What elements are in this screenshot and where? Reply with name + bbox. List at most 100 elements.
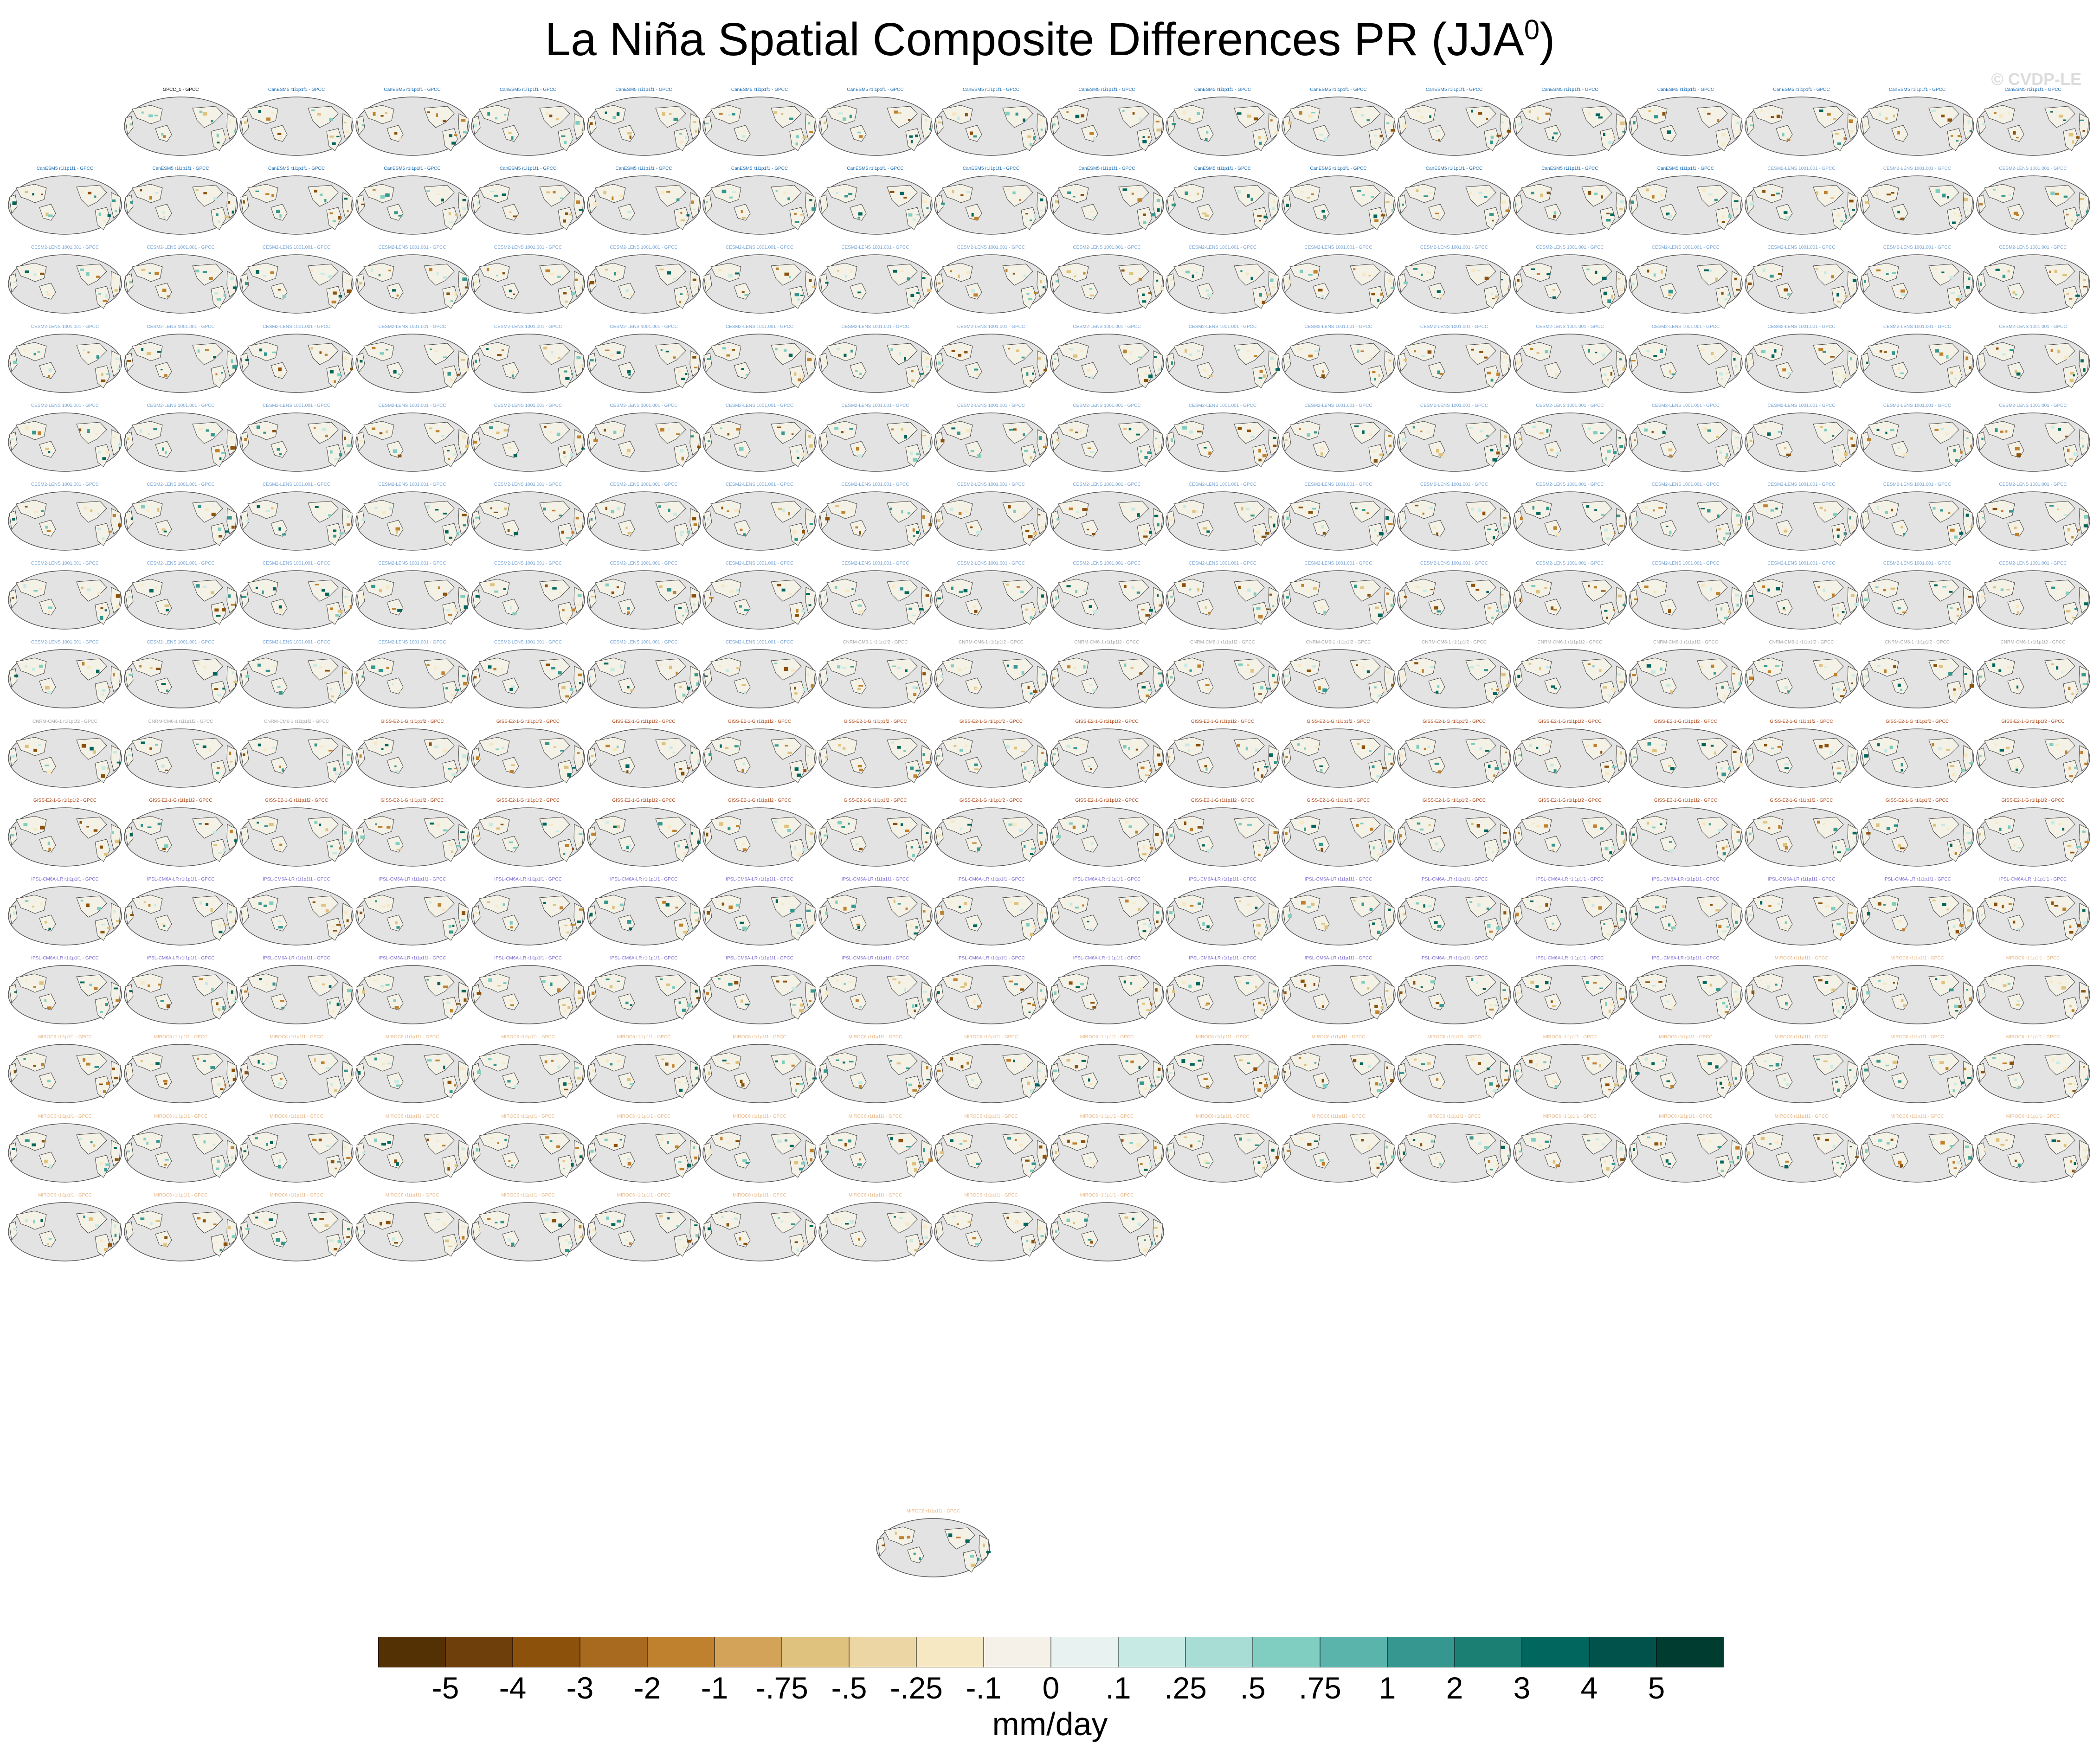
precip-anomaly-patch bbox=[1259, 293, 1263, 297]
map-panel: GISS-E2-1-G r1i1p1f2 - GPCC bbox=[238, 797, 354, 871]
precip-anomaly-patch bbox=[1369, 356, 1372, 359]
land-outline bbox=[1118, 501, 1149, 523]
land-outline bbox=[921, 745, 932, 772]
precip-anomaly-patch bbox=[1759, 901, 1762, 905]
precip-anomaly-patch bbox=[1981, 438, 1984, 440]
precip-anomaly-patch bbox=[1981, 122, 1985, 125]
precip-anomaly-patch bbox=[1517, 675, 1520, 678]
precip-anomaly-patch bbox=[801, 452, 805, 457]
precip-anomaly-patch bbox=[1724, 617, 1728, 619]
land-outline bbox=[1636, 816, 1668, 835]
precip-anomaly-patch bbox=[1144, 456, 1148, 459]
precip-anomaly-patch bbox=[890, 348, 893, 351]
land-outline bbox=[271, 836, 288, 853]
precip-anomaly-patch bbox=[344, 357, 348, 360]
precip-anomaly-patch bbox=[475, 595, 479, 598]
world-map bbox=[1397, 175, 1511, 235]
map-panel: CESM2-LENS 1001.001 - GPCC bbox=[1859, 402, 1975, 476]
precip-anomaly-patch bbox=[47, 1006, 52, 1010]
land-outline bbox=[1947, 207, 1963, 230]
panel-title: CNRM-CM6-1 r1i1p1f2 - GPCC bbox=[1769, 640, 1834, 645]
precip-anomaly-patch bbox=[502, 193, 506, 196]
precip-anomaly-patch bbox=[918, 846, 921, 848]
world-map bbox=[934, 333, 1048, 393]
world-map bbox=[239, 807, 354, 867]
land-outline bbox=[539, 895, 570, 918]
precip-anomaly-patch bbox=[1992, 508, 1997, 510]
world-map bbox=[934, 491, 1048, 551]
precip-anomaly-patch bbox=[2001, 195, 2005, 197]
precip-anomaly-patch bbox=[1551, 685, 1555, 688]
precip-anomaly-patch bbox=[1599, 669, 1601, 672]
precip-anomaly-patch bbox=[606, 978, 610, 980]
precip-anomaly-patch bbox=[1263, 374, 1266, 378]
precip-anomaly-patch bbox=[1518, 754, 1521, 756]
map-panel: CESM2-LENS 1001.001 - GPCC bbox=[1049, 560, 1165, 634]
precip-anomaly-patch bbox=[80, 981, 85, 984]
precip-anomaly-patch bbox=[359, 360, 362, 362]
panel-title: CESM2-LENS 1001.001 - GPCC bbox=[1999, 166, 2067, 172]
precip-anomaly-patch bbox=[1618, 358, 1622, 360]
precip-anomaly-patch bbox=[556, 432, 560, 436]
precip-anomaly-patch bbox=[1957, 295, 1962, 298]
precip-anomaly-patch bbox=[456, 373, 460, 376]
precip-anomaly-patch bbox=[965, 667, 967, 669]
land-outline bbox=[1752, 105, 1784, 124]
precip-anomaly-patch bbox=[725, 746, 729, 749]
precip-anomaly-patch bbox=[1360, 586, 1364, 589]
panel-title: CanESM5 r1i1p1f1 - GPCC bbox=[731, 87, 788, 92]
precip-anomaly-patch bbox=[325, 909, 329, 913]
world-map bbox=[355, 570, 470, 630]
map-panel: CanESM5 r1i1p1f1 - GPCC bbox=[702, 165, 818, 239]
precip-anomaly-patch bbox=[347, 989, 352, 992]
precip-anomaly-patch bbox=[1632, 283, 1635, 286]
precip-anomaly-patch bbox=[141, 741, 145, 744]
precip-anomaly-patch bbox=[444, 530, 449, 534]
precip-anomaly-patch bbox=[279, 843, 283, 846]
precip-anomaly-patch bbox=[1247, 349, 1250, 352]
land-outline bbox=[1831, 286, 1847, 309]
world-map bbox=[1976, 728, 2090, 788]
precip-anomaly-patch bbox=[1900, 847, 1905, 849]
panel-title: GISS-E2-1-G r1i1p1f2 - GPCC bbox=[496, 798, 560, 803]
precip-anomaly-patch bbox=[1169, 834, 1173, 837]
precip-anomaly-patch bbox=[578, 674, 582, 676]
panel-title: CanESM5 r1i1p1f1 - GPCC bbox=[268, 87, 325, 92]
map-panel: CNRM-CM6-1 r1i1p1f2 - GPCC bbox=[1744, 638, 1860, 713]
land-outline bbox=[1050, 431, 1060, 451]
precip-anomaly-patch bbox=[1851, 444, 1855, 447]
precip-anomaly-patch bbox=[1979, 360, 1982, 363]
precip-anomaly-patch bbox=[1586, 269, 1590, 270]
precip-anomaly-patch bbox=[808, 435, 811, 438]
land-outline bbox=[210, 602, 226, 625]
precip-anomaly-patch bbox=[1768, 905, 1771, 907]
precip-anomaly-patch bbox=[1055, 596, 1057, 600]
precip-anomaly-patch bbox=[378, 669, 383, 672]
land-outline bbox=[1405, 894, 1436, 914]
precip-anomaly-patch bbox=[1622, 130, 1625, 133]
precip-anomaly-patch bbox=[1184, 663, 1188, 668]
precip-anomaly-patch bbox=[2062, 274, 2067, 277]
precip-anomaly-patch bbox=[1404, 358, 1407, 361]
precip-anomaly-patch bbox=[2086, 210, 2088, 214]
panel-title: CNRM-CM6-1 r1i1p1f2 - GPCC bbox=[148, 719, 213, 724]
world-map bbox=[1744, 254, 1859, 314]
precip-anomaly-patch bbox=[1517, 123, 1522, 126]
precip-anomaly-patch bbox=[1762, 821, 1767, 824]
precip-anomaly-patch bbox=[1492, 298, 1495, 300]
land-outline bbox=[1928, 422, 1959, 444]
precip-anomaly-patch bbox=[449, 843, 453, 846]
precip-anomaly-patch bbox=[1149, 769, 1152, 772]
precip-anomaly-patch bbox=[951, 349, 955, 352]
precip-anomaly-patch bbox=[564, 456, 567, 458]
precip-anomaly-patch bbox=[195, 584, 200, 588]
land-outline bbox=[965, 914, 982, 932]
precip-anomaly-patch bbox=[398, 215, 402, 217]
panel-title: IPSL-CM6A-LR r1i1p1f1 - GPCC bbox=[31, 956, 99, 961]
land-outline bbox=[1021, 997, 1037, 1020]
precip-anomaly-patch bbox=[1148, 292, 1152, 294]
precip-anomaly-patch bbox=[1782, 133, 1784, 137]
land-outline bbox=[124, 194, 134, 214]
precip-anomaly-patch bbox=[1732, 673, 1736, 675]
panel-title: CESM2-LENS 1001.001 - GPCC bbox=[841, 324, 909, 329]
